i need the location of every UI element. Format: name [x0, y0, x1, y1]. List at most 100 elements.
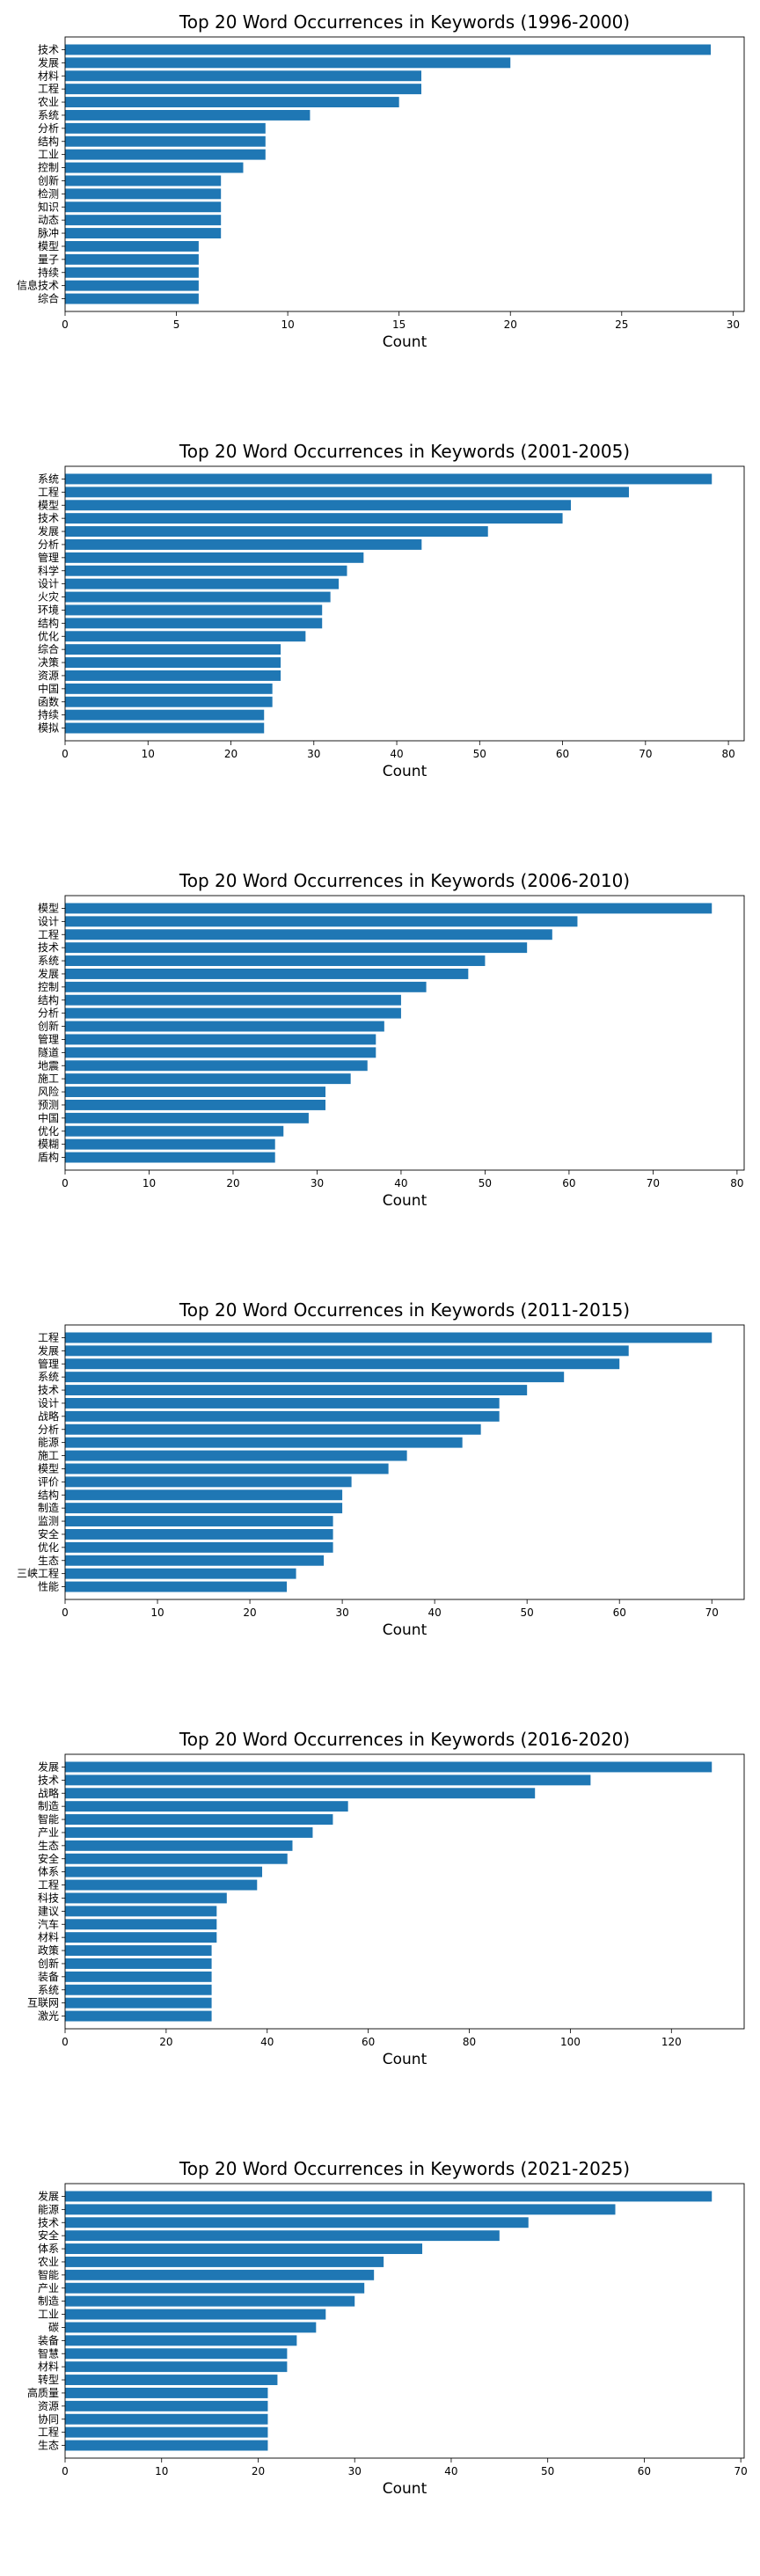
category-label: 模型 [38, 499, 59, 511]
category-label: 装备 [38, 1971, 59, 1983]
bar-10 [65, 162, 244, 173]
bar-16 [65, 670, 281, 681]
category-label: 火灾 [38, 590, 59, 604]
x-tick-label: 20 [252, 2465, 265, 2477]
category-label: 持续 [38, 266, 59, 279]
bar-3 [65, 500, 571, 511]
x-tick-label: 15 [392, 318, 406, 331]
category-label: 环境 [38, 603, 59, 616]
category-label: 模型 [38, 240, 59, 252]
bar-9 [65, 149, 266, 160]
bar-15 [65, 657, 281, 669]
x-tick-label: 40 [390, 748, 403, 760]
category-label: 战略 [38, 1409, 59, 1423]
x-tick-label: 20 [504, 318, 517, 331]
category-label: 模型 [38, 1462, 59, 1475]
category-label: 系统 [38, 1371, 59, 1383]
x-tick-label: 10 [142, 748, 155, 760]
category-label: 技术 [38, 1774, 59, 1786]
bar-14 [65, 2361, 288, 2373]
bar-17 [65, 2400, 268, 2411]
bar-12 [65, 2335, 297, 2346]
bar-9 [65, 578, 340, 589]
category-label: 预测 [38, 1099, 59, 1111]
chart-title: Top 20 Word Occurrences in Keywords (201… [179, 1299, 630, 1321]
bar-16 [65, 2387, 268, 2398]
bar-19 [65, 709, 265, 721]
bar-1 [65, 1332, 712, 1343]
x-tick-label: 120 [661, 2036, 682, 2048]
bar-13 [65, 631, 306, 642]
bar-11 [65, 604, 323, 616]
category-label: 分析 [38, 538, 59, 551]
bar-7 [65, 981, 427, 992]
bar-19 [65, 1568, 296, 1579]
bar-4 [65, 1372, 565, 1383]
bar-12 [65, 618, 323, 629]
category-label: 管理 [38, 1357, 59, 1370]
x-tick-label: 5 [173, 318, 180, 331]
category-label: 工业 [38, 2309, 59, 2321]
category-label: 工程 [38, 2426, 59, 2439]
bar-1 [65, 44, 712, 55]
plot-frame [64, 895, 745, 1171]
category-label: 互联网 [27, 1997, 59, 2009]
category-label: 制造 [38, 2295, 59, 2308]
bar-16 [65, 1958, 212, 1969]
category-label: 材料 [38, 2360, 59, 2373]
x-tick-label: 60 [613, 1606, 626, 1619]
category-label: 汽车 [38, 1917, 59, 1930]
x-axis-label: Count [383, 2051, 428, 2068]
category-label: 结构 [38, 616, 59, 629]
category-label: 发展 [38, 1760, 59, 1773]
category-label: 农业 [38, 96, 59, 108]
category-label: 材料 [38, 1931, 59, 1943]
category-label: 模拟 [38, 722, 59, 735]
bar-1 [65, 2191, 712, 2202]
plot-frame [64, 1324, 745, 1600]
bar-8 [65, 2282, 365, 2294]
bar-12 [65, 1047, 376, 1058]
bar-17 [65, 1112, 309, 1123]
x-tick-label: 0 [62, 1606, 69, 1619]
bar-7 [65, 552, 364, 563]
category-label: 分析 [38, 1007, 59, 1020]
bar-5 [65, 2243, 423, 2255]
category-label: 模糊 [38, 1138, 59, 1151]
category-label: 系统 [38, 1984, 59, 1996]
plot-frame [64, 1753, 745, 2030]
category-label: 发展 [38, 967, 59, 980]
bar-18 [65, 1125, 284, 1137]
bar-11 [65, 1892, 227, 1904]
x-tick-label: 30 [348, 2465, 362, 2477]
x-tick-label: 60 [638, 2465, 651, 2477]
x-tick-label: 80 [463, 2036, 476, 2048]
category-label: 创新 [38, 1020, 59, 1033]
x-tick-label: 10 [281, 318, 294, 331]
x-tick-label: 30 [307, 748, 320, 760]
category-label: 材料 [38, 70, 59, 82]
x-tick-label: 30 [727, 318, 740, 331]
category-label: 优化 [38, 1541, 59, 1554]
category-label: 评价 [38, 1475, 59, 1488]
chart-1: Top 20 Word Occurrences in Keywords (199… [17, 11, 745, 351]
x-tick-label: 0 [62, 1177, 69, 1189]
bar-3 [65, 1358, 620, 1370]
bar-14 [65, 1073, 351, 1085]
chart-2: Top 20 Word Occurrences in Keywords (200… [38, 441, 745, 780]
bar-13 [65, 201, 222, 213]
x-tick-label: 40 [428, 1606, 441, 1619]
bar-20 [65, 722, 265, 734]
bar-16 [65, 240, 199, 252]
category-label: 建议 [38, 1905, 59, 1917]
bar-10 [65, 1450, 407, 1461]
bar-5 [65, 1385, 528, 1396]
bar-11 [65, 2322, 317, 2333]
category-label: 分析 [38, 1423, 59, 1436]
category-label: 生态 [38, 2440, 59, 2452]
bar-16 [65, 1099, 326, 1110]
category-label: 产业 [38, 2282, 59, 2294]
bar-2 [65, 1345, 629, 1357]
category-label: 决策 [38, 656, 59, 669]
bar-4 [65, 1801, 348, 1812]
